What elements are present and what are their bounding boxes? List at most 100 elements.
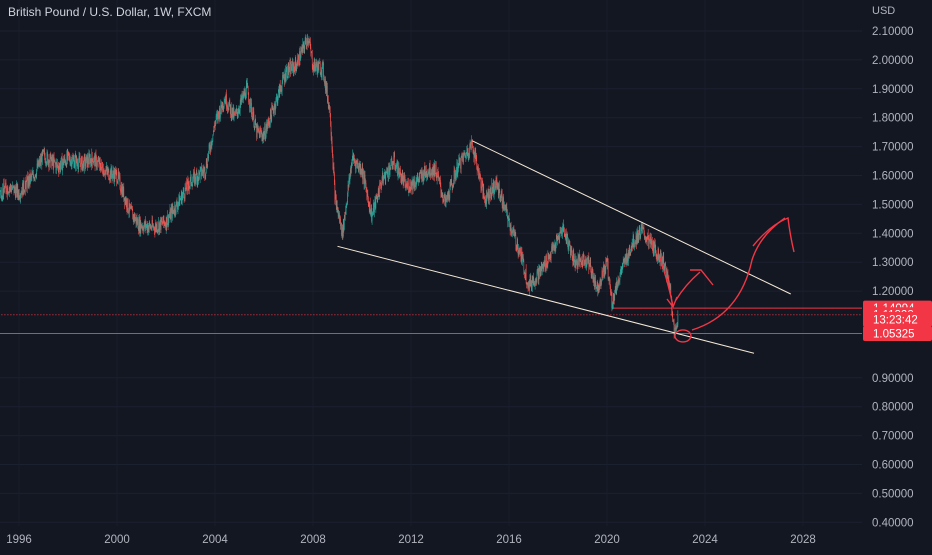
y-tick-label: 1.90000 bbox=[872, 84, 914, 96]
candle-body bbox=[27, 179, 28, 189]
x-tick-label: 2020 bbox=[594, 534, 620, 546]
candle-body bbox=[602, 271, 603, 276]
big-up-arrowhead-drawing bbox=[753, 218, 794, 252]
candle-body bbox=[229, 100, 230, 105]
price-label-text: 13:23:42 bbox=[873, 314, 918, 326]
price-axis: 2.10000 2.00000 1.90000 1.80000 1.70000 1.600… bbox=[872, 26, 914, 529]
candle-body bbox=[183, 190, 184, 194]
candle-body bbox=[454, 171, 455, 184]
y-tick-label: 1.20000 bbox=[872, 286, 914, 298]
candle-body bbox=[620, 275, 621, 281]
x-tick-label: 2008 bbox=[300, 534, 326, 546]
candle-body bbox=[24, 180, 25, 191]
y-tick-label: 0.80000 bbox=[872, 402, 914, 414]
candle-body bbox=[131, 206, 132, 209]
candle-body bbox=[678, 315, 679, 325]
y-tick-label: 1.30000 bbox=[872, 257, 914, 269]
candle-body bbox=[469, 147, 470, 154]
candle-body bbox=[400, 169, 401, 173]
candle-body bbox=[61, 158, 62, 165]
price-label-text: 1.05325 bbox=[873, 329, 915, 341]
big-up-arrow-drawing bbox=[692, 218, 785, 330]
candle-body bbox=[633, 235, 634, 247]
x-tick-label: 2012 bbox=[398, 534, 424, 546]
candle-body bbox=[192, 181, 193, 186]
x-tick-label: 2028 bbox=[790, 534, 816, 546]
candle-body bbox=[74, 157, 75, 164]
candle-body bbox=[639, 227, 640, 234]
bottom-circle-drawing bbox=[675, 330, 691, 342]
candle-body bbox=[51, 160, 52, 167]
y-tick-label: 0.50000 bbox=[872, 488, 914, 500]
candle-body bbox=[234, 112, 235, 114]
candle-body bbox=[287, 68, 288, 77]
candle-body bbox=[85, 163, 86, 166]
candle-body bbox=[92, 153, 93, 159]
grid bbox=[0, 0, 862, 526]
currency-label: USD bbox=[872, 5, 895, 17]
candle-body bbox=[480, 175, 481, 177]
y-tick-label: 0.40000 bbox=[872, 517, 914, 529]
horizontal-levels bbox=[0, 292, 862, 333]
x-tick-label: 1996 bbox=[6, 534, 32, 546]
y-tick-label: 0.70000 bbox=[872, 431, 914, 443]
candle-body bbox=[385, 174, 386, 181]
candle-body bbox=[523, 260, 524, 272]
small-up-arrow-drawing bbox=[676, 272, 700, 300]
candle-body bbox=[391, 159, 392, 170]
candle-body bbox=[472, 142, 473, 147]
candle-body bbox=[80, 163, 81, 164]
candle-body bbox=[224, 102, 225, 107]
candle-body bbox=[306, 41, 307, 46]
x-tick-label: 2024 bbox=[692, 534, 718, 546]
candle-body bbox=[254, 112, 255, 127]
user-drawings bbox=[338, 141, 795, 353]
candle-body bbox=[394, 155, 395, 166]
candle-body bbox=[601, 281, 602, 284]
candle-body bbox=[304, 44, 305, 50]
candle-body bbox=[393, 157, 394, 164]
y-tick-label: 1.50000 bbox=[872, 199, 914, 211]
candle-body bbox=[517, 241, 518, 250]
candle-body bbox=[437, 177, 438, 181]
y-tick-label: 2.10000 bbox=[872, 26, 914, 38]
candle-body bbox=[72, 158, 73, 164]
candle-body bbox=[366, 183, 367, 188]
y-tick-label: 2.00000 bbox=[872, 55, 914, 67]
candle-body bbox=[341, 223, 342, 234]
candle-body bbox=[608, 261, 609, 279]
candle-body bbox=[515, 235, 516, 246]
candle-body bbox=[363, 173, 364, 179]
candle-body bbox=[0, 191, 1, 195]
candles bbox=[0, 34, 678, 339]
candle-body bbox=[526, 269, 527, 283]
y-tick-label: 1.40000 bbox=[872, 228, 914, 240]
candle-body bbox=[324, 77, 325, 81]
candle-body bbox=[408, 183, 409, 192]
candle-body bbox=[587, 258, 588, 264]
price-labels: 1.140941.1182813:23:421.05325 bbox=[863, 301, 932, 341]
candle-body bbox=[442, 195, 443, 199]
y-tick-label: 1.60000 bbox=[872, 171, 914, 183]
y-tick-label: 1.80000 bbox=[872, 113, 914, 125]
candle-body bbox=[475, 150, 476, 156]
candle-body bbox=[461, 158, 462, 170]
candle-body bbox=[417, 176, 418, 179]
chart-title: British Pound / U.S. Dollar, 1W, FXCM bbox=[8, 5, 211, 19]
candle-body bbox=[387, 172, 388, 177]
x-tick-label: 2004 bbox=[202, 534, 228, 546]
candle-body bbox=[126, 199, 127, 208]
candle-body bbox=[128, 199, 129, 212]
candle-body bbox=[298, 55, 299, 64]
y-tick-label: 1.70000 bbox=[872, 142, 914, 154]
y-tick-label: 0.90000 bbox=[872, 373, 914, 385]
candle-body bbox=[164, 216, 165, 222]
y-tick-label: 0.60000 bbox=[872, 460, 914, 472]
x-tick-label: 2000 bbox=[104, 534, 130, 546]
candle-body bbox=[551, 252, 552, 258]
candle-body bbox=[249, 104, 250, 108]
candle-body bbox=[460, 158, 461, 167]
